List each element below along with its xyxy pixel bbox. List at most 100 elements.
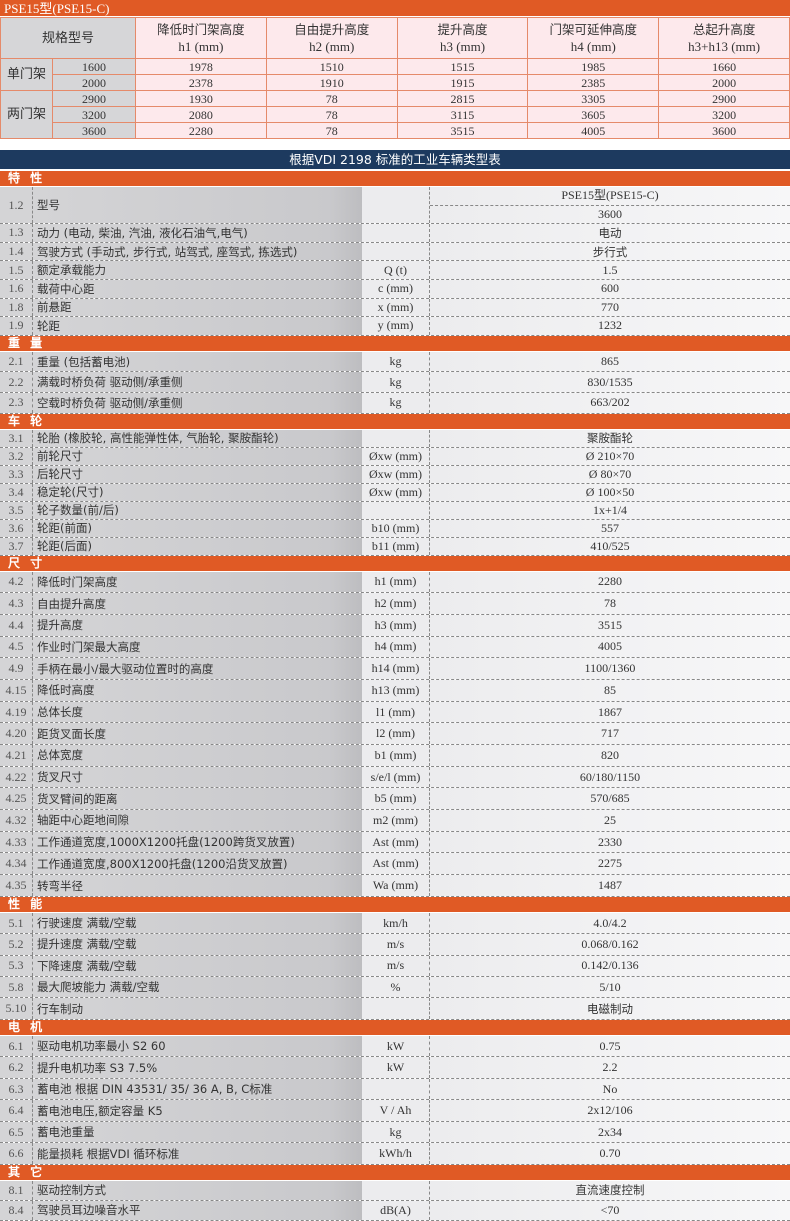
spec-value: 663/202 xyxy=(430,392,790,413)
spec-value: 717 xyxy=(430,723,790,745)
spec-number: 1.6 xyxy=(0,279,33,298)
spec-row: 6.6 能量损耗 根据VDI 循环标准 kWh/h 0.70 xyxy=(0,1143,790,1165)
spec-row: 5.10 行车制动 电磁制动 xyxy=(0,998,790,1020)
spec-model-header: 规格型号 xyxy=(0,17,137,59)
spec-value: 2280 xyxy=(430,571,790,593)
table-cell: 2000 xyxy=(658,74,790,91)
spec-row: 5.8 最大爬坡能力 满载/空载% 5/10 xyxy=(0,977,790,999)
spec-label: 驾驶员耳边噪音水平 xyxy=(33,1200,362,1220)
spec-number: 4.9 xyxy=(0,658,33,679)
spec-value: 0.068/0.162 xyxy=(430,934,790,955)
spec-number: 2.1 xyxy=(0,351,33,372)
spec-number: 1.2 xyxy=(0,187,33,224)
spec-row: 4.2 降低时门架高度 h1 (mm) 2280 xyxy=(0,571,790,594)
spec-number: 1.3 xyxy=(0,224,33,242)
table-cell: 78 xyxy=(265,122,398,139)
spec-unit xyxy=(362,501,430,519)
spec-unit: s/e/l (mm) xyxy=(362,766,430,788)
spec-value: 865 xyxy=(430,351,790,372)
spec-unit: h2 (mm) xyxy=(362,593,430,614)
spec-value: PSE15型(PSE15-C) 3600 xyxy=(430,187,790,224)
spec-number: 4.2 xyxy=(0,571,33,593)
column-header: 门架可延伸高度 h4 (mm) xyxy=(527,17,660,59)
spec-unit: kg xyxy=(362,351,430,372)
spec-label: 能量损耗 根据VDI 循环标准 xyxy=(33,1143,362,1164)
section-header: 性 能 xyxy=(0,896,790,913)
spec-row: 3.7 轮距(后面) b11 (mm) 410/525 xyxy=(0,537,790,556)
table-row: 3600 2280 78 3515 4005 3600 xyxy=(1,122,790,139)
table-cell: 3600 xyxy=(51,122,137,139)
table-cell: 2385 xyxy=(527,74,660,91)
spec-number: 6.6 xyxy=(0,1143,33,1164)
spec-label: 重量 (包括蓄电池) xyxy=(33,351,362,372)
spec-unit: h14 (mm) xyxy=(362,658,430,679)
spec-row: 4.35 转弯半径 Wa (mm) 1487 xyxy=(0,875,790,897)
spec-unit: l2 (mm) xyxy=(362,723,430,745)
table-cell: 78 xyxy=(265,90,398,107)
spec-value: 600 xyxy=(430,279,790,298)
column-header-name: 降低时门架高度 xyxy=(157,22,245,37)
spec-value: Ø 100×50 xyxy=(430,483,790,501)
spec-row: 2.1 重量 (包括蓄电池) kg 865 xyxy=(0,351,790,373)
table-cell: 2815 xyxy=(396,90,529,107)
spec-unit: b1 (mm) xyxy=(362,745,430,766)
spec-number: 6.1 xyxy=(0,1035,33,1057)
spec-label: 轴距中心距地间隙 xyxy=(33,810,362,831)
spec-number: 4.25 xyxy=(0,788,33,810)
spec-unit: m2 (mm) xyxy=(362,810,430,831)
spec-label: 前悬距 xyxy=(33,298,362,317)
spec-number: 4.22 xyxy=(0,766,33,788)
spec-value: No xyxy=(430,1078,790,1100)
spec-unit xyxy=(362,224,430,242)
spec-unit: kW xyxy=(362,1035,430,1057)
table-cell: 4005 xyxy=(527,122,660,139)
spec-number: 1.4 xyxy=(0,242,33,261)
spec-unit: l1 (mm) xyxy=(362,701,430,723)
spec-value: 770 xyxy=(430,298,790,317)
spec-unit: y (mm) xyxy=(362,317,430,335)
spec-label: 货叉臂间的距离 xyxy=(33,788,362,810)
spec-label: 工作通道宽度,1000X1200托盘(1200跨货叉放置) xyxy=(33,831,362,853)
spec-number: 8.4 xyxy=(0,1200,33,1220)
spec-row: 1.3 动力 (电动, 柴油, 汽油, 液化石油气,电气) 电动 xyxy=(0,224,790,243)
spec-number: 6.5 xyxy=(0,1121,33,1143)
spec-number: 4.20 xyxy=(0,723,33,745)
spec-unit: kg xyxy=(362,372,430,392)
spec-row: 3.5 轮子数量(前/后) 1x+1/4 xyxy=(0,501,790,520)
spec-unit: kWh/h xyxy=(362,1143,430,1164)
spec-number: 4.32 xyxy=(0,810,33,831)
table-cell: 1978 xyxy=(135,58,267,75)
spec-unit: Øxw (mm) xyxy=(362,447,430,465)
spec-unit: kg xyxy=(362,392,430,413)
column-header-name: 门架可延伸高度 xyxy=(549,22,638,37)
spec-number: 6.3 xyxy=(0,1078,33,1100)
spec-row: 6.2 提升电机功率 S3 7.5% kW 2.2 xyxy=(0,1057,790,1079)
spec-unit: m/s xyxy=(362,934,430,955)
spec-value: 830/1535 xyxy=(430,372,790,392)
spec-value: 2.2 xyxy=(430,1057,790,1078)
table-cell: 3305 xyxy=(527,90,660,107)
spec-label: 满载时桥负荷 驱动侧/承重侧 xyxy=(33,372,362,392)
spec-label: 货叉尺寸 xyxy=(33,766,362,788)
spec-label: 行驶速度 满载/空载 xyxy=(33,912,362,934)
table-cell: 2080 xyxy=(135,106,267,123)
spec-label: 蓄电池电压,额定容量 K5 xyxy=(33,1100,362,1121)
column-header-unit: h2 (mm) xyxy=(309,39,355,54)
spec-number: 3.2 xyxy=(0,447,33,465)
spec-label: 载荷中心距 xyxy=(33,279,362,298)
column-header-unit: h1 (mm) xyxy=(178,39,224,54)
spec-number: 4.33 xyxy=(0,831,33,853)
column-header: 降低时门架高度 h1 (mm) xyxy=(135,17,267,59)
spec-unit: h1 (mm) xyxy=(362,571,430,593)
spec-unit: h13 (mm) xyxy=(362,679,430,701)
spec-number: 2.2 xyxy=(0,372,33,392)
spec-value: 2330 xyxy=(430,831,790,853)
spec-label: 额定承载能力 xyxy=(33,261,362,279)
spec-unit xyxy=(362,1078,430,1100)
spec-row: 1.5 额定承载能力 Q (t) 1.5 xyxy=(0,261,790,280)
spec-unit: dB(A) xyxy=(362,1200,430,1220)
spec-label: 稳定轮(尺寸) xyxy=(33,483,362,501)
spec-number: 4.21 xyxy=(0,745,33,766)
section-header: 尺 寸 xyxy=(0,555,790,572)
spec-value: 步行式 xyxy=(430,242,790,261)
